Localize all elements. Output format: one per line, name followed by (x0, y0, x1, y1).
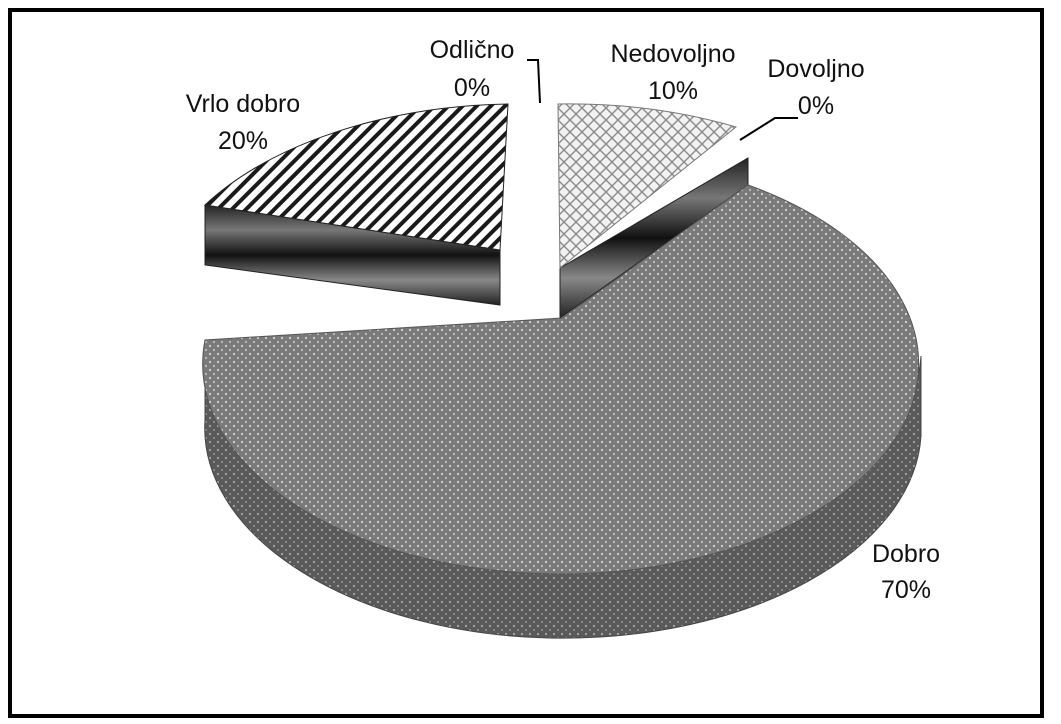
leader-line-odlicno (527, 59, 541, 104)
label-odlicno-name: Odlično (430, 36, 515, 64)
label-vrlo-dobro-percent: 20% (218, 127, 268, 155)
label-odlicno-percent: 0% (454, 74, 490, 102)
label-vrlo-dobro-name: Vrlo dobro (186, 90, 300, 118)
label-dovoljno-name: Dovoljno (767, 55, 864, 83)
slice-dobro (202, 184, 920, 575)
label-dovoljno-percent: 0% (798, 92, 834, 120)
label-dobro-percent: 70% (881, 576, 931, 604)
label-nedovoljno-name: Nedovoljno (610, 40, 735, 68)
slice-vrlo-dobro (203, 103, 509, 251)
leader-line-dovoljno (739, 117, 798, 141)
slice-nedovoljno (557, 103, 738, 270)
label-dobro-name: Dobro (872, 540, 940, 568)
label-nedovoljno-percent: 10% (648, 77, 698, 105)
